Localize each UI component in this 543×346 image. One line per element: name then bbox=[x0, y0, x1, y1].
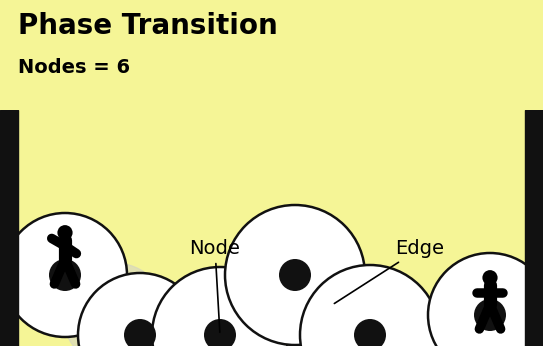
Text: Node: Node bbox=[190, 239, 241, 332]
Circle shape bbox=[204, 319, 236, 346]
Circle shape bbox=[49, 259, 81, 291]
Circle shape bbox=[78, 273, 202, 346]
Bar bbox=[0, 110, 18, 346]
Circle shape bbox=[225, 205, 365, 345]
Text: Nodes = 6: Nodes = 6 bbox=[18, 58, 130, 77]
Circle shape bbox=[354, 319, 386, 346]
Text: Edge: Edge bbox=[334, 239, 445, 303]
Circle shape bbox=[482, 270, 497, 285]
Circle shape bbox=[124, 319, 156, 346]
Bar bbox=[525, 110, 543, 346]
Circle shape bbox=[58, 225, 73, 240]
Circle shape bbox=[428, 253, 543, 346]
Circle shape bbox=[63, 263, 167, 346]
Text: Phase Transition: Phase Transition bbox=[18, 12, 278, 40]
Circle shape bbox=[279, 259, 311, 291]
Circle shape bbox=[3, 213, 127, 337]
Circle shape bbox=[152, 267, 288, 346]
Circle shape bbox=[300, 265, 440, 346]
Circle shape bbox=[474, 299, 506, 331]
Circle shape bbox=[288, 258, 392, 346]
